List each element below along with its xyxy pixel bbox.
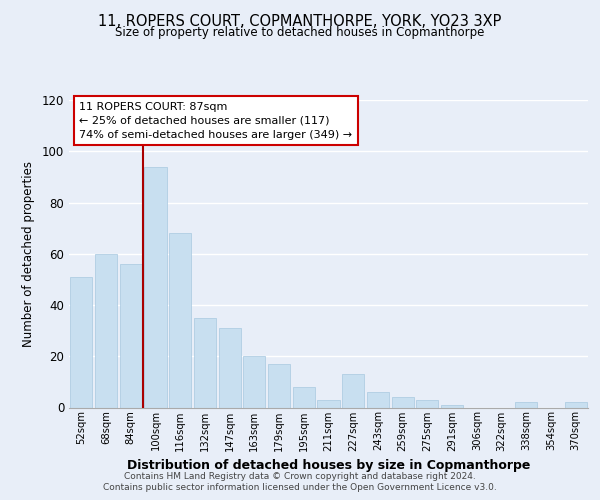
Bar [293,387,315,407]
Bar [70,277,92,407]
Y-axis label: Number of detached properties: Number of detached properties [22,161,35,347]
Bar [243,356,265,408]
Bar [367,392,389,407]
Bar [441,405,463,407]
Bar [317,400,340,407]
Text: Contains public sector information licensed under the Open Government Licence v3: Contains public sector information licen… [103,484,497,492]
Bar [565,402,587,407]
Text: 11 ROPERS COURT: 87sqm
← 25% of detached houses are smaller (117)
74% of semi-de: 11 ROPERS COURT: 87sqm ← 25% of detached… [79,102,353,140]
Bar [392,397,414,407]
Text: 11, ROPERS COURT, COPMANTHORPE, YORK, YO23 3XP: 11, ROPERS COURT, COPMANTHORPE, YORK, YO… [98,14,502,29]
Bar [169,233,191,408]
Bar [515,402,538,407]
X-axis label: Distribution of detached houses by size in Copmanthorpe: Distribution of detached houses by size … [127,459,530,472]
Text: Size of property relative to detached houses in Copmanthorpe: Size of property relative to detached ho… [115,26,485,39]
Bar [194,318,216,408]
Bar [145,166,167,408]
Bar [416,400,439,407]
Bar [268,364,290,408]
Bar [95,254,117,408]
Bar [218,328,241,407]
Text: Contains HM Land Registry data © Crown copyright and database right 2024.: Contains HM Land Registry data © Crown c… [124,472,476,481]
Bar [119,264,142,408]
Bar [342,374,364,408]
